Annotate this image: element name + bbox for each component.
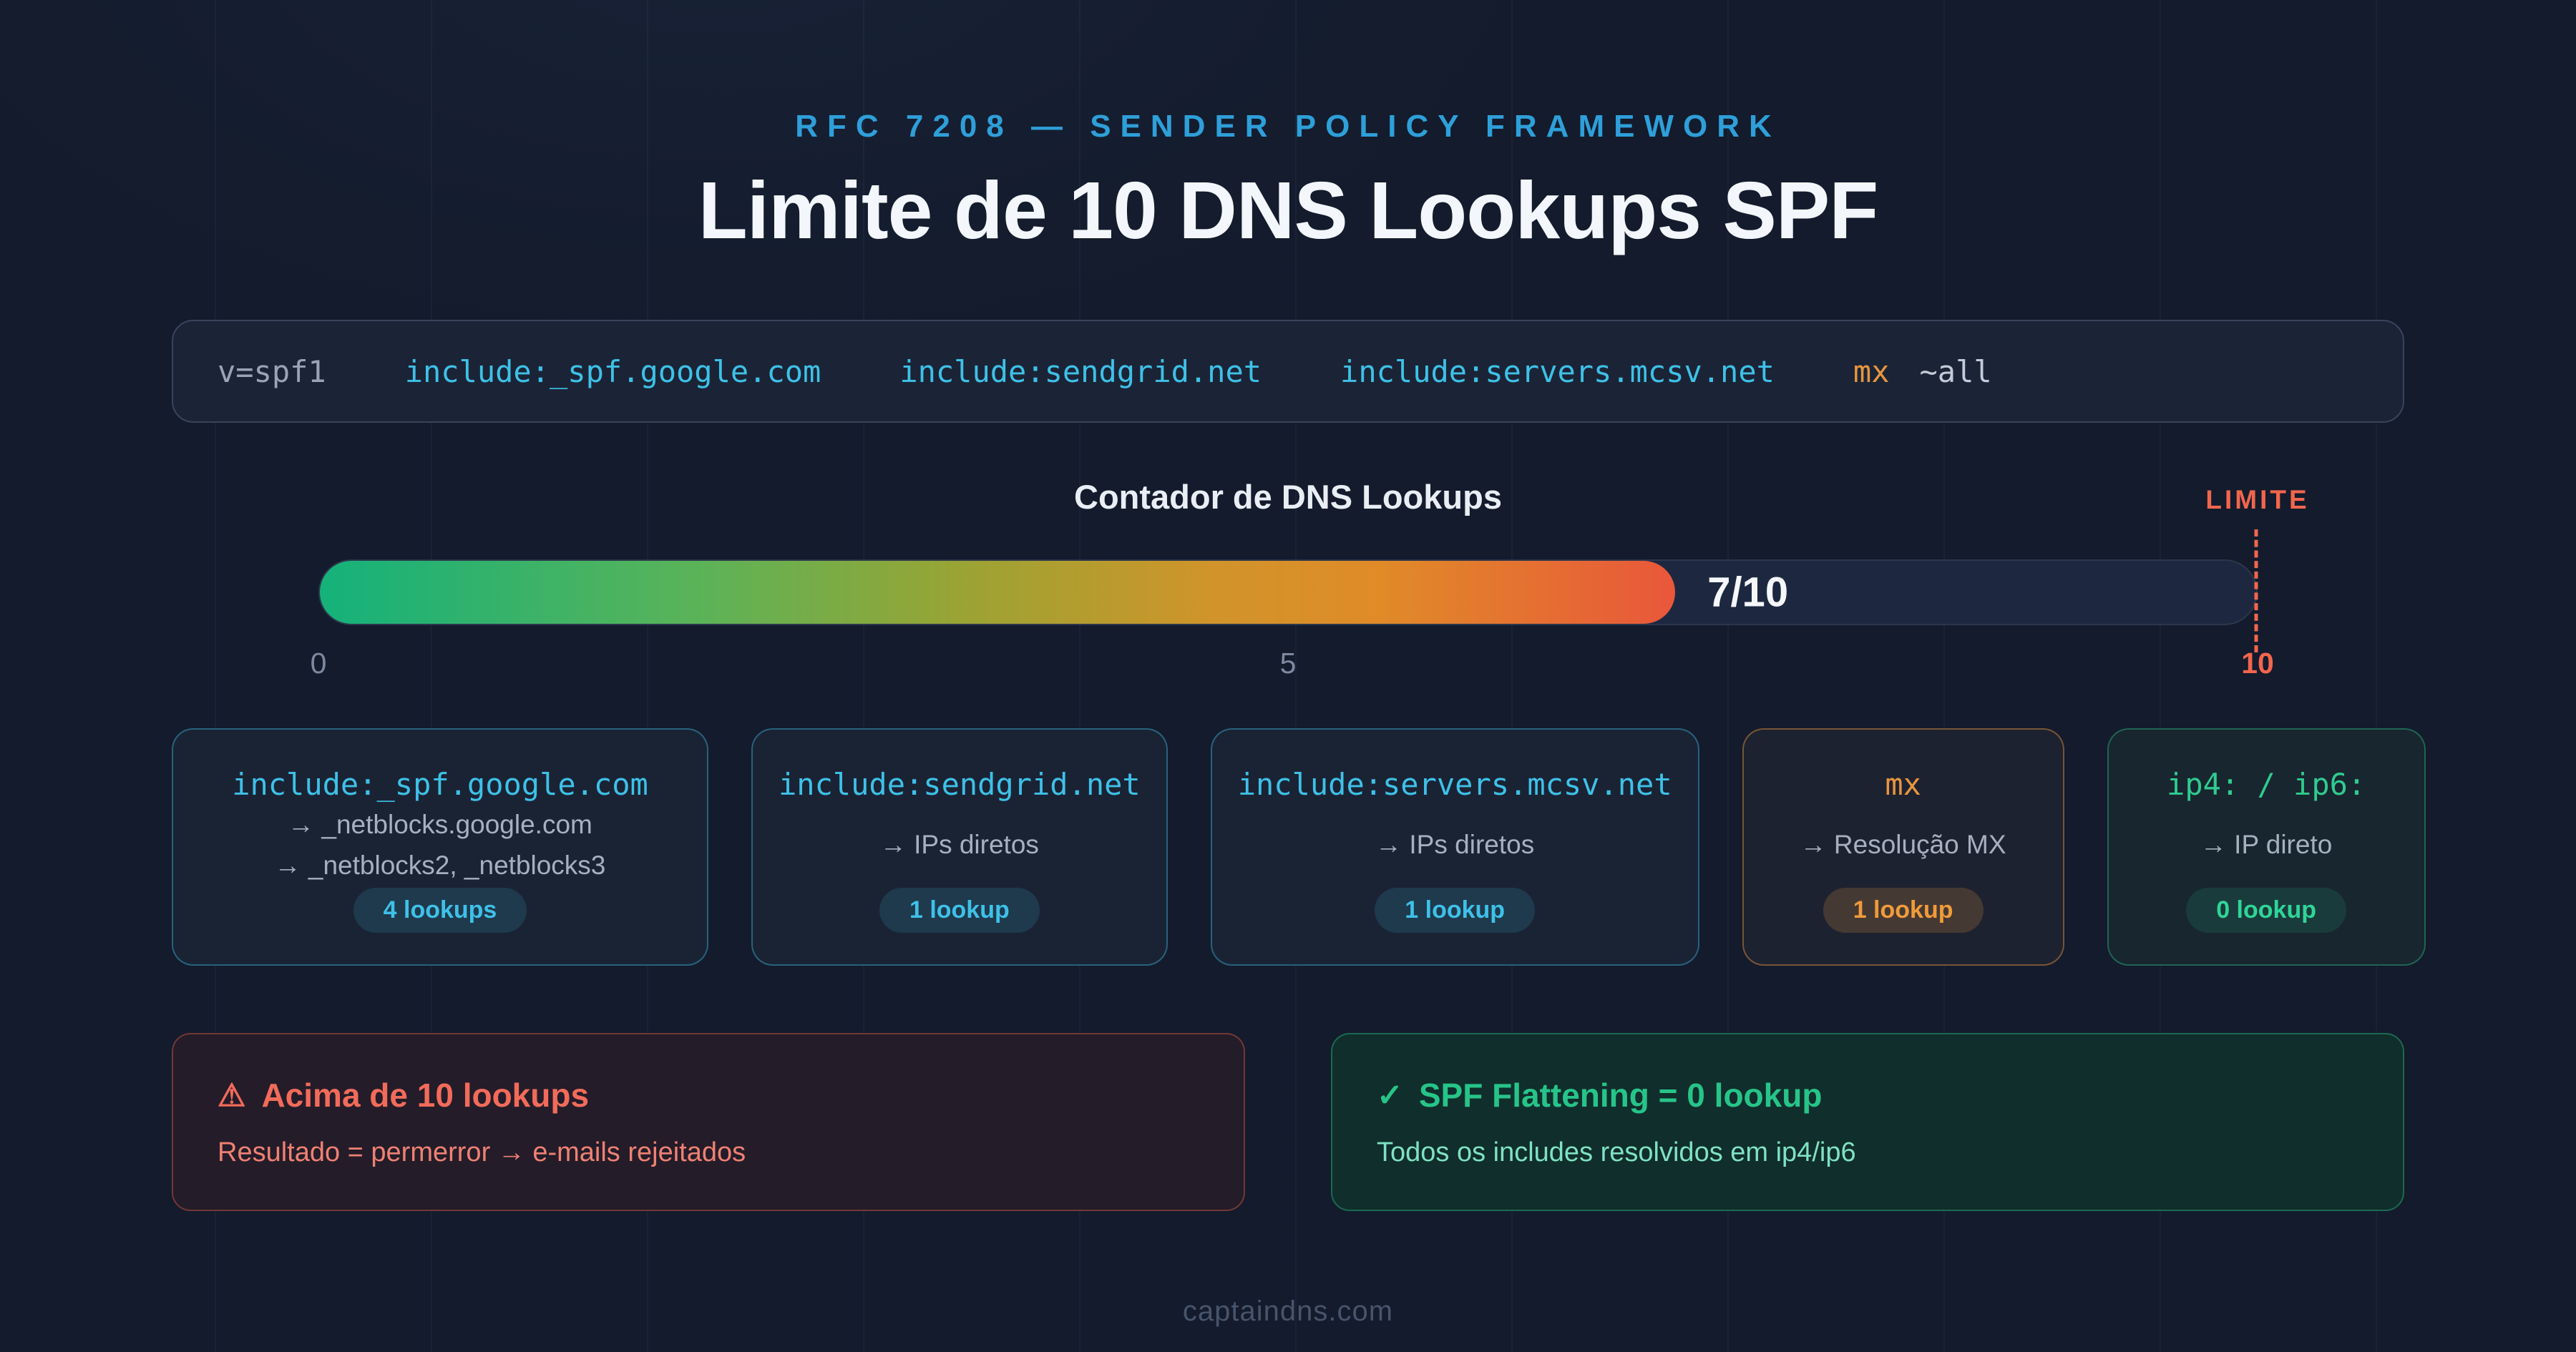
card-line: → IPs diretos (879, 830, 1039, 860)
card-mechanism: include:servers.mcsv.net (1237, 767, 1672, 802)
eyebrow-label: RFC 7208 — SENDER POLICY FRAMEWORK (795, 109, 1781, 144)
card-mechanism: include:_spf.google.com (232, 767, 648, 802)
card-resolution-lines: → _netblocks.google.com → _netblocks2, _… (275, 804, 606, 886)
page-title: Limite de 10 DNS Lookups SPF (698, 165, 1878, 255)
card-include-sendgrid: include:sendgrid.net → IPs diretos 1 loo… (751, 728, 1168, 966)
lookup-count-badge: 4 lookups (353, 888, 527, 933)
warning-subtitle: Resultado = permerror → e-mails rejeitad… (218, 1137, 746, 1167)
limit-label: LIMITE (2205, 485, 2310, 514)
success-title: SPF Flattening = 0 lookup (1418, 1077, 1823, 1114)
lookup-count-badge: 1 lookup (879, 888, 1040, 933)
card-line: → Resolução MX (1800, 830, 2006, 860)
warning-icon: ⚠ (218, 1077, 246, 1113)
card-mechanism: ip4: / ip6: (2167, 767, 2366, 802)
card-ip4-ip6: ip4: / ip6: → IP direto 0 lookup (2107, 728, 2426, 966)
footer-watermark: captaindns.com (1182, 1295, 1394, 1327)
spf-token-version: v=spf1 (218, 353, 326, 389)
card-resolution-lines: → IPs diretos (880, 824, 1039, 865)
lookup-count-badge: 1 lookup (1375, 888, 1536, 933)
check-icon: ✓ (1377, 1077, 1403, 1113)
alert-boxes: ⚠ Acima de 10 lookups Resultado = permer… (172, 1033, 2404, 1211)
header: RFC 7208 — SENDER POLICY FRAMEWORK Limit… (172, 109, 2404, 251)
card-resolution-lines: → Resolução MX (1800, 824, 2006, 865)
success-subtitle: Todos os includes resolvidos em ip4/ip6 (1377, 1137, 1856, 1167)
card-include-mcsv: include:servers.mcsv.net → IPs diretos 1… (1210, 728, 1699, 966)
lookup-bar-fill (320, 561, 1676, 624)
spf-record-bar: v=spf1 include:_spf.google.com include:s… (172, 320, 2404, 423)
spf-token-include-mcsv: include:servers.mcsv.net (1340, 353, 1775, 389)
axis-ticks: 0 5 10 (311, 647, 2274, 682)
content-area: RFC 7208 — SENDER POLICY FRAMEWORK Limit… (172, 109, 2426, 1328)
counter-bar-area: LIMITE 7/10 0 5 10 (311, 485, 2307, 682)
card-mx: mx → Resolução MX 1 lookup (1742, 728, 2064, 966)
spf-token-group: mx ~all (1853, 354, 1992, 389)
spf-token-mx: mx (1853, 353, 1890, 389)
tick-0: 0 (310, 647, 327, 680)
lookup-count-badge: 0 lookup (2186, 888, 2346, 933)
spf-token-include-sendgrid: include:sendgrid.net (899, 353, 1262, 389)
card-line: → _netblocks2, _netblocks3 (274, 851, 606, 880)
spf-token-include-google: include:_spf.google.com (404, 353, 821, 389)
card-line: → _netblocks.google.com (288, 809, 592, 839)
card-resolution-lines: → IPs diretos (1375, 824, 1534, 865)
tick-10: 10 (2241, 647, 2274, 680)
card-mechanism: mx (1885, 767, 1921, 802)
counter-title: Contador de DNS Lookups (1074, 478, 1502, 516)
lookup-count-badge: 1 lookup (1823, 888, 1984, 933)
warning-box: ⚠ Acima de 10 lookups Resultado = permer… (172, 1033, 1245, 1211)
lookup-counter-section: Contador de DNS Lookups LIMITE 7/10 0 5 … (172, 477, 2404, 682)
card-resolution-lines: → IP direto (2200, 824, 2332, 865)
success-title-row: ✓ SPF Flattening = 0 lookup (1377, 1076, 2358, 1115)
warning-title: Acima de 10 lookups (261, 1077, 590, 1114)
card-include-google: include:_spf.google.com → _netblocks.goo… (172, 728, 708, 966)
limit-dashed-line (2254, 529, 2258, 652)
tick-5: 5 (1279, 647, 1297, 680)
card-line: → IPs diretos (1375, 830, 1535, 860)
spf-token-all: ~all (1919, 353, 1992, 389)
mechanism-cards: include:_spf.google.com → _netblocks.goo… (172, 728, 2426, 966)
card-line: → IP direto (2200, 830, 2333, 860)
success-box: ✓ SPF Flattening = 0 lookup Todos os inc… (1331, 1033, 2404, 1211)
lookup-progress-track: 7/10 (318, 529, 2258, 652)
warning-title-row: ⚠ Acima de 10 lookups (218, 1076, 1199, 1115)
card-mechanism: include:sendgrid.net (779, 767, 1141, 802)
lookup-count-label: 7/10 (1707, 569, 1789, 616)
